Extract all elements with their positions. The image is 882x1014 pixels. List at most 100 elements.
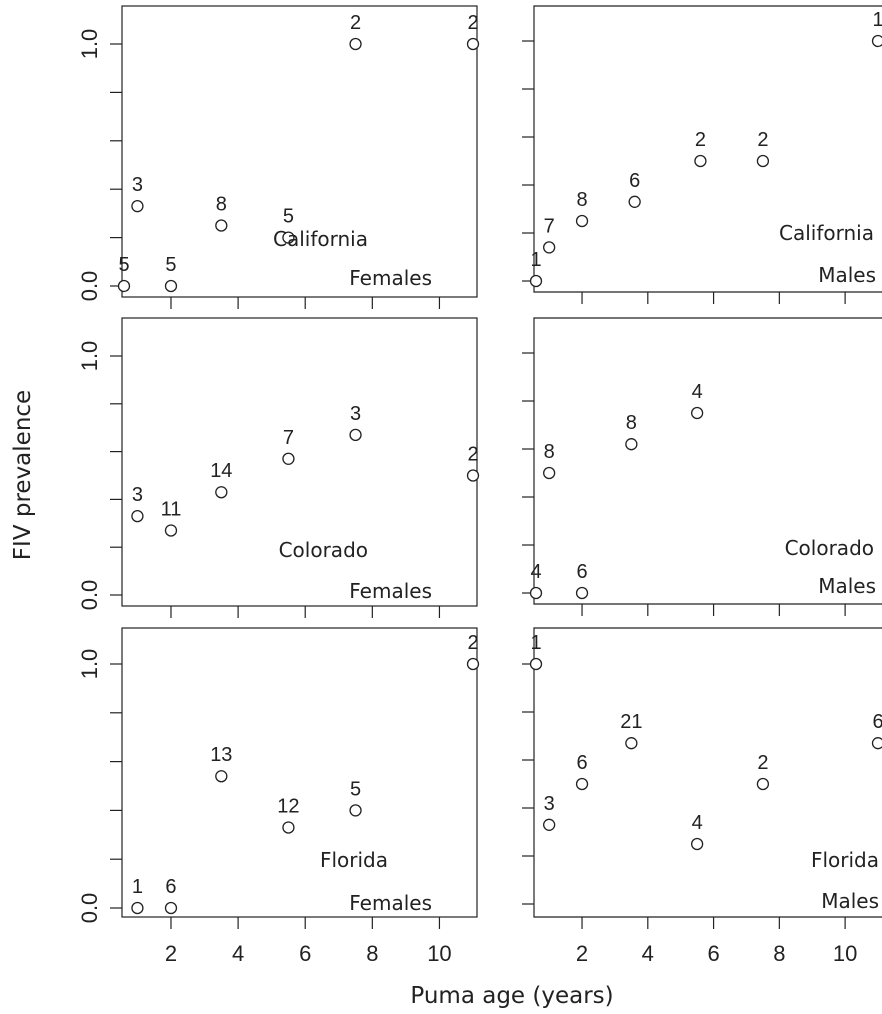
panel-colorado-females-point <box>282 452 295 465</box>
panel-florida-females-point <box>215 770 228 783</box>
panel-california-females-point <box>164 279 178 293</box>
panel-california-females-point <box>131 199 144 213</box>
panel-florida-females-sex-label: Females <box>349 891 432 915</box>
panel-florida-males-point <box>690 837 704 851</box>
panel-florida-males-point <box>871 737 882 750</box>
panel-florida-females-point <box>131 901 144 915</box>
panel-florida-males-point <box>529 657 543 671</box>
panel-florida-males-sample-size: 2 <box>757 752 768 774</box>
panel-colorado-males-point <box>543 466 556 480</box>
panel-california-males-point <box>871 34 882 48</box>
panel-florida-males-sample-size: 3 <box>544 793 555 815</box>
panel-colorado-females-point <box>349 428 362 442</box>
panel-california-males-sample-size: 1 <box>872 9 882 31</box>
panel-florida-males-sex-label: Males <box>821 889 879 913</box>
panel-california-males-frame <box>533 5 882 293</box>
panel-florida-females-sample-size: 1 <box>132 876 143 898</box>
panel-florida-females-point <box>164 901 178 915</box>
panel-colorado-males-location-label: Colorado <box>785 536 874 560</box>
panel-colorado-females-sample-size: 3 <box>350 403 361 425</box>
panel-florida-males-point <box>756 777 770 791</box>
panel-california-males-point <box>575 214 589 228</box>
panel-florida-females-x-tick-label: 2 <box>165 941 177 966</box>
panel-california-males-location-label: California <box>779 221 874 245</box>
panel-florida-females-sample-size: 5 <box>350 778 361 800</box>
panel-florida-males-x-tick-label: 6 <box>707 941 719 966</box>
panel-florida-males-point <box>543 818 556 831</box>
panel-california-females-point <box>349 37 362 51</box>
panel-florida-females-sample-size: 13 <box>210 744 232 766</box>
panel-colorado-males-sample-size: 8 <box>544 441 555 463</box>
panel-california-females-point <box>215 219 228 232</box>
panel-colorado-females-point <box>164 524 178 537</box>
panel-california-females-sample-size: 5 <box>165 254 176 276</box>
panel-california-females-sample-size: 2 <box>350 12 361 34</box>
panel-colorado-males-point <box>625 438 638 451</box>
panel-colorado-females-sample-size: 2 <box>467 444 478 466</box>
panel-florida-males-point <box>575 777 589 791</box>
panel-florida-females-x-tick-label: 8 <box>366 941 378 966</box>
panel-california-females-frame <box>121 5 478 298</box>
panel-california-females-sample-size: 3 <box>132 174 143 196</box>
panel-florida-females-sample-size: 6 <box>165 876 176 898</box>
panel-california-males-sex-label: Males <box>818 263 876 287</box>
panel-florida-males-x-tick-label: 2 <box>576 941 588 966</box>
panel-florida-males-point <box>625 737 638 750</box>
panel-california-males-point <box>694 154 707 168</box>
panel-colorado-males-sample-size: 4 <box>692 381 703 403</box>
panel-florida-females-location-label: Florida <box>320 848 388 872</box>
panel-colorado-females-y-tick-label: 1.0 <box>77 341 102 372</box>
panel-colorado-males-point <box>575 586 589 600</box>
panel-florida-females-sample-size: 2 <box>467 632 478 654</box>
panel-california-males-sample-size: 8 <box>576 189 587 211</box>
panel-california-females-point <box>117 279 131 293</box>
panel-colorado-females-point <box>466 469 480 482</box>
panel-florida-females-y-tick-label: 0.0 <box>77 893 102 924</box>
panel-california-males-sample-size: 7 <box>544 215 555 237</box>
panel-colorado-females-frame <box>121 317 478 607</box>
panel-florida-males-x-tick-label: 10 <box>833 941 857 966</box>
x-axis-label: Puma age (years) <box>410 983 613 1009</box>
panel-colorado-males-sample-size: 4 <box>530 561 541 583</box>
panel-california-males-point <box>529 274 543 288</box>
panel-colorado-females-sample-size: 7 <box>283 427 294 449</box>
panel-colorado-females-sample-size: 11 <box>161 498 182 520</box>
panel-california-females-y-tick-label: 0.0 <box>77 271 102 302</box>
panel-florida-females-x-tick-label: 10 <box>427 941 451 966</box>
panel-florida-females-frame <box>121 627 478 918</box>
panel-florida-males-x-tick-label: 4 <box>642 941 654 966</box>
panel-california-females-y-tick-label: 1.0 <box>77 29 102 60</box>
panel-california-males-sample-size: 2 <box>757 129 768 151</box>
panel-florida-females-point <box>282 821 295 834</box>
panel-california-females-sample-size: 8 <box>216 194 227 216</box>
panel-florida-females-y-tick-label: 1.0 <box>77 649 102 680</box>
panel-florida-males-x-tick-label: 8 <box>773 941 785 966</box>
panel-colorado-females-sex-label: Females <box>349 579 432 603</box>
panel-california-males-sample-size: 2 <box>695 129 706 151</box>
panel-colorado-females-point <box>215 486 228 499</box>
panel-colorado-females-sample-size: 3 <box>132 484 143 506</box>
panel-california-females-sample-size: 2 <box>467 12 478 34</box>
panel-california-females-sample-size: 5 <box>118 254 129 276</box>
panel-colorado-females-y-tick-label: 0.0 <box>77 580 102 611</box>
panel-florida-males-sample-size: 4 <box>692 812 703 834</box>
panel-california-males-point <box>756 154 770 168</box>
panel-california-males-point <box>628 195 641 208</box>
panel-california-females-sample-size: 5 <box>283 206 294 228</box>
panel-california-females-location-label: California <box>273 227 368 251</box>
panel-california-females-point <box>466 37 480 51</box>
panel-florida-females-sample-size: 12 <box>277 795 299 817</box>
panel-colorado-females-point <box>131 509 144 523</box>
panel-colorado-males-point <box>529 586 543 600</box>
panel-california-females-sex-label: Females <box>349 266 432 290</box>
panel-florida-males-sample-size: 1 <box>530 632 541 654</box>
panel-florida-females-x-tick-label: 6 <box>299 941 311 966</box>
panel-florida-females-point <box>466 657 480 671</box>
panel-california-males-sample-size: 6 <box>629 170 640 192</box>
y-axis-label: FIV prevalence <box>10 390 36 560</box>
panel-florida-males-sample-size: 21 <box>620 711 642 733</box>
panel-florida-males-location-label: Florida <box>811 848 879 872</box>
panel-colorado-males-frame <box>533 317 882 605</box>
panel-florida-females-x-tick-label: 4 <box>232 941 244 966</box>
